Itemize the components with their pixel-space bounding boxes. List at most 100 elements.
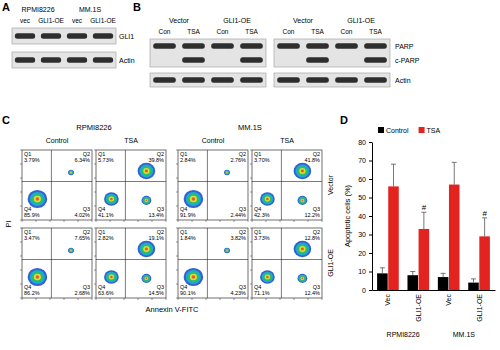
gate-line xyxy=(22,181,92,182)
density-contour xyxy=(224,170,230,175)
band xyxy=(182,77,205,83)
density-contour xyxy=(186,192,201,206)
density-contour xyxy=(302,200,304,202)
band xyxy=(364,43,387,49)
frame-tick xyxy=(294,220,295,222)
y-tick: 40 xyxy=(358,213,372,220)
annotation: # xyxy=(422,203,427,212)
band xyxy=(240,77,263,83)
quadrant-value: 3.47% xyxy=(24,235,40,241)
lane-label: vec xyxy=(72,17,83,24)
frame-tick xyxy=(280,298,281,300)
frame-tick xyxy=(94,242,96,243)
density-contour xyxy=(69,171,72,174)
frame-tick xyxy=(78,298,79,300)
density xyxy=(104,241,155,284)
quadrant-value: 71.1% xyxy=(254,290,270,296)
density-contour xyxy=(110,276,113,278)
frame-tick xyxy=(20,284,22,285)
quadrant-value: 19.1% xyxy=(148,235,164,241)
legend-swatch xyxy=(378,127,384,133)
density-contour xyxy=(70,171,72,173)
membrane xyxy=(274,39,390,67)
row-label: GLI1-OE xyxy=(327,249,334,277)
density-contour xyxy=(138,163,156,179)
group-label: MM.1S xyxy=(79,6,102,13)
band xyxy=(240,57,263,63)
band-label: c-PARP xyxy=(395,57,420,64)
frame-tick xyxy=(94,256,96,257)
error-bar-stem xyxy=(454,162,455,184)
density-contour xyxy=(192,197,196,200)
band xyxy=(211,43,234,49)
x-tick-label: GLI1-OE xyxy=(476,294,483,322)
membrane xyxy=(12,52,116,68)
frame-tick xyxy=(176,284,178,285)
density-contour xyxy=(260,192,275,206)
quadrant-value: 7.65% xyxy=(74,235,90,241)
flow-plot: Q15.73%Q239.8%Q313.4%Q441.1% xyxy=(94,150,166,222)
frame-tick xyxy=(176,220,178,221)
x-tick-label: GLI1-OE xyxy=(415,294,422,322)
frame-tick xyxy=(252,298,253,300)
frame-tick xyxy=(206,298,207,300)
density-contour xyxy=(104,270,119,284)
density-contour xyxy=(36,275,40,278)
bar xyxy=(468,283,479,290)
frame-tick xyxy=(250,192,252,193)
band xyxy=(93,33,113,39)
frame-tick xyxy=(20,178,22,179)
plot-frame xyxy=(178,150,248,220)
quadrant-value: 2.84% xyxy=(180,157,196,163)
y-axis: 01020304050607080 xyxy=(358,139,372,294)
y-tick-mark xyxy=(369,179,372,180)
frame-tick xyxy=(234,220,235,222)
frame-tick xyxy=(176,178,178,179)
density-contour xyxy=(143,197,151,204)
density-contour xyxy=(265,197,270,202)
gate-line xyxy=(252,259,322,260)
frame-tick xyxy=(36,220,37,222)
membrane xyxy=(12,28,116,44)
condition-label: TSA xyxy=(124,137,138,144)
gate-line xyxy=(96,259,166,260)
legend-swatch xyxy=(419,127,425,133)
frame-tick xyxy=(20,242,22,243)
y-tick: 0 xyxy=(362,287,372,294)
condition-label: TSA xyxy=(280,137,294,144)
density-contour xyxy=(226,249,228,251)
frame-tick xyxy=(110,220,111,222)
frame-tick xyxy=(308,220,309,222)
density-contour xyxy=(32,272,43,282)
frame-tick xyxy=(94,220,96,221)
density-contour xyxy=(70,171,71,173)
density-contour xyxy=(265,275,270,280)
frame-tick xyxy=(250,150,252,151)
density xyxy=(104,163,155,206)
density-contour xyxy=(145,199,149,202)
density-contour xyxy=(225,170,230,174)
condition-label: Control xyxy=(202,137,225,144)
band xyxy=(15,33,35,39)
density-contour xyxy=(296,243,310,256)
density xyxy=(260,241,311,284)
frame-tick xyxy=(178,298,179,300)
frame-tick xyxy=(176,150,178,151)
panel-b: VectorGLI1-OEConTSAConTSAVectorGLI1-OECo… xyxy=(150,17,420,87)
density-contour xyxy=(69,248,74,252)
frame-tick xyxy=(20,270,22,271)
error-bar-cap xyxy=(471,278,476,279)
frame-tick xyxy=(280,220,281,222)
density xyxy=(184,248,230,286)
density-contour xyxy=(299,197,307,204)
density-contour xyxy=(301,277,305,280)
bar xyxy=(438,277,449,290)
density-contour xyxy=(70,249,72,251)
density-contour xyxy=(226,249,227,251)
density-contour xyxy=(110,198,113,200)
density-contour xyxy=(294,241,312,257)
frame-tick xyxy=(78,220,79,222)
gate-line xyxy=(96,181,166,182)
quadrant-value: 2.68% xyxy=(74,290,90,296)
legend: ControlTSA xyxy=(378,127,441,134)
